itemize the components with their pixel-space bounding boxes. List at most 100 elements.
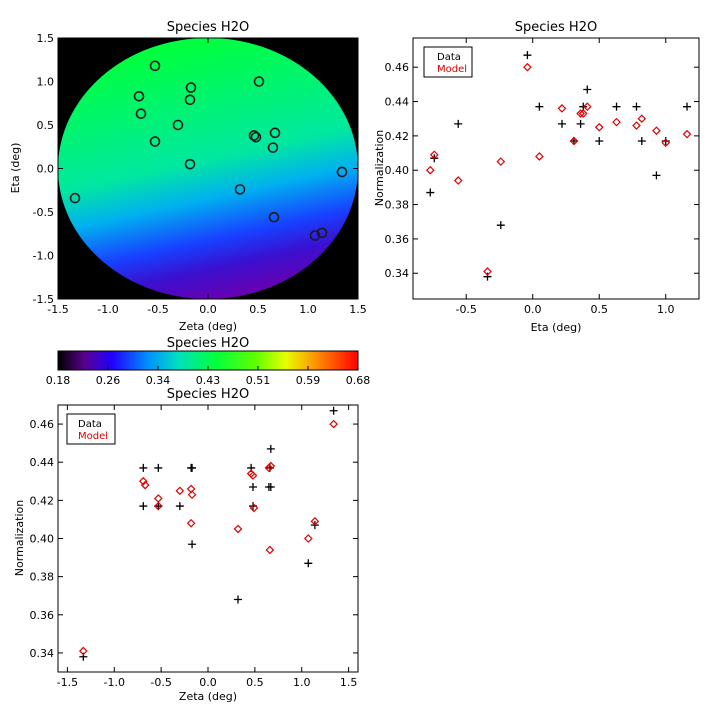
heatmap-sample-points: [69, 60, 348, 241]
eta-scatter-model-point: [582, 102, 592, 112]
eta-scatter-model-point: [632, 121, 641, 130]
eta-scatter-model-point: [637, 114, 647, 124]
zeta-scatter-model-point: [175, 486, 185, 496]
zeta-scatter-data-point: [154, 463, 163, 472]
heatmap-ytick-label: 0.0: [37, 163, 55, 176]
zeta-scatter-ytick-label: 0.44: [30, 456, 55, 469]
heatmap-sample-point: [267, 142, 279, 153]
heatmap-xtick-label: -1.5: [47, 303, 68, 316]
colorbar-title: Species H2O: [167, 336, 249, 351]
zeta-scatter-ytick-label: 0.42: [30, 494, 55, 507]
zeta-scatter-data-point: [266, 483, 275, 492]
eta-scatter-data-point: [557, 119, 566, 128]
zeta-scatter-ytick-label: 0.34: [30, 647, 55, 660]
eta-scatter-ytick-label: 0.38: [385, 199, 410, 212]
eta-scatter-data-point: [454, 119, 463, 128]
colorbar-tick-label: 0.34: [146, 374, 171, 387]
heatmap-field: [58, 38, 358, 299]
eta-scatter-ylabel: Normalization: [373, 130, 386, 206]
eta-scatter-data-point: [523, 51, 532, 60]
colorbar-tick-label: 0.59: [296, 374, 321, 387]
heatmap-sample-point: [185, 82, 197, 93]
colorbar-tick-label: 0.43: [196, 374, 221, 387]
eta-scatter-ytick-label: 0.40: [385, 164, 410, 177]
eta-scatter-model-point: [576, 109, 585, 118]
zeta-scatter-model-point: [248, 471, 258, 480]
zeta-scatter-ytick-label: 0.38: [30, 571, 55, 584]
zeta-scatter-xtick-label: 0.0: [199, 676, 217, 689]
zeta-scatter-model-point: [233, 524, 243, 534]
heatmap-sample-point: [248, 130, 260, 141]
zeta-scatter-marks: [78, 406, 338, 661]
zeta-scatter-axes: -1.5 -1.0 -0.5 0.0 0.5 1.0 1.5 0.34 0.36 0.38 0.40…: [30, 405, 358, 689]
eta-scatter-model-point: [483, 267, 492, 276]
heatmap-xtick-label: 0.0: [199, 303, 217, 316]
eta-scatter-model-point: [682, 129, 692, 139]
eta-scatter-data-point: [583, 85, 592, 94]
zeta-scatter-ytick-label: 0.40: [30, 533, 55, 546]
zeta-scatter-model-point: [153, 494, 163, 503]
eta-scatter-model-point: [557, 104, 567, 113]
zeta-scatter-xtick-label: 1.0: [293, 676, 311, 689]
heatmap-sample-point: [269, 127, 281, 139]
eta-scatter-data-point: [637, 137, 646, 146]
eta-legend-box: [423, 46, 473, 78]
heatmap-sample-point: [172, 119, 184, 131]
heatmap-ytick-label: 1.5: [37, 32, 55, 45]
heatmap-ylabel: Eta (deg): [9, 143, 22, 194]
heatmap-sample-point: [336, 166, 348, 178]
zeta-scatter-xtick-label: -0.5: [150, 676, 171, 689]
eta-scatter-model-point: [594, 122, 604, 132]
heatmap-title: Species H2O: [167, 20, 249, 35]
eta-scatter-data-point: [612, 102, 621, 111]
eta-scatter-data-point: [632, 102, 641, 111]
eta-scatter-model-point: [612, 117, 621, 127]
zeta-scatter-data-point: [188, 463, 197, 472]
eta-scatter-title: Species H2O: [515, 20, 597, 35]
zeta-scatter-legend: Data Model: [66, 413, 116, 445]
zeta-scatter-model-point: [186, 518, 196, 528]
colorbar-tick-label: 0.68: [346, 374, 371, 387]
zeta-scatter-data-point: [266, 444, 275, 453]
eta-scatter-data-point: [652, 171, 661, 180]
heatmap-xtick-label: 0.5: [249, 303, 267, 316]
zeta-scatter-model-point: [266, 461, 276, 471]
heatmap-sample-point: [133, 90, 145, 102]
heatmap-ytick-label: -1.5: [33, 293, 54, 306]
heatmap-xlabel: Zeta (deg): [179, 320, 237, 333]
zeta-scatter-data-point: [329, 406, 338, 415]
eta-scatter-model-point: [453, 176, 463, 185]
zeta-scatter-data-point: [175, 502, 184, 511]
eta-scatter-model-point: [429, 150, 439, 160]
eta-scatter-legend: Data Model: [423, 46, 473, 78]
eta-scatter-xlabel: Eta (deg): [531, 321, 582, 334]
heatmap-sample-point: [184, 94, 196, 106]
heatmap-xtick-label: 1.0: [299, 303, 317, 316]
zeta-legend-data: Data: [78, 419, 102, 430]
eta-scatter-xtick-label: -0.5: [455, 303, 476, 316]
eta-scatter-model-point: [523, 62, 532, 72]
zeta-scatter-model-point: [153, 501, 163, 511]
heatmap-axes: -1.5 -1.0 -0.5 0.0 0.5 1.0 1.5 -1.5 -1.0 -0.5 0.0 0…: [33, 32, 367, 316]
eta-scatter-data-point: [576, 119, 585, 128]
zeta-scatter-xtick-label: 0.5: [246, 676, 264, 689]
heatmap-sample-point: [149, 136, 161, 147]
zeta-scatter-data-point: [139, 502, 148, 511]
eta-scatter-xtick-label: 0.0: [524, 303, 542, 316]
heatmap-sample-point: [135, 108, 147, 119]
heatmap-ytick-label: -1.0: [33, 250, 54, 263]
heatmap-ytick-label: 1.0: [37, 76, 55, 89]
zeta-scatter-xtick-label: -1.5: [57, 676, 78, 689]
heatmap-sample-point: [250, 131, 262, 143]
eta-scatter-model-point: [496, 157, 506, 166]
zeta-scatter-xtick-label: -1.0: [104, 676, 125, 689]
zeta-scatter-model-point: [264, 463, 274, 473]
eta-scatter-model-point: [661, 138, 671, 148]
eta-scatter-model-point: [425, 165, 435, 175]
eta-scatter-data-point: [535, 102, 544, 111]
eta-legend-data: Data: [437, 52, 461, 63]
eta-scatter-frame: [412, 37, 700, 300]
heatmap-xtick-label: 1.5: [349, 303, 367, 316]
zeta-scatter-ytick-label: 0.46: [30, 418, 55, 431]
zeta-scatter-model-point: [140, 480, 150, 490]
